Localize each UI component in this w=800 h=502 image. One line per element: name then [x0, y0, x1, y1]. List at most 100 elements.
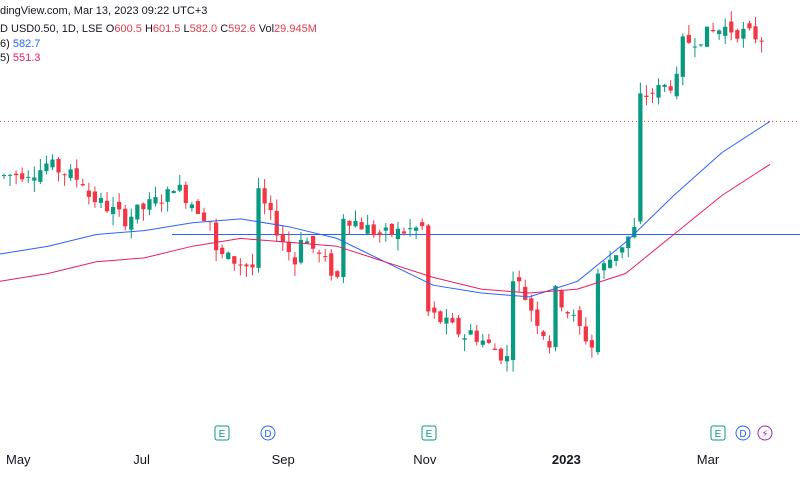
candle-body: [353, 220, 358, 227]
candle-body: [135, 204, 140, 220]
event-marker-e[interactable]: E: [214, 425, 230, 441]
volume-value: 29.945M: [274, 23, 317, 35]
open-value: 600.5: [114, 23, 142, 35]
ma-fast-label: 6): [0, 38, 10, 50]
candle-body: [662, 84, 667, 87]
candle-body: [517, 277, 522, 282]
candle-body: [680, 36, 685, 77]
candle-body: [123, 208, 128, 227]
candle-body: [1, 175, 7, 177]
symbol-ohlc-line: D USD0.50, 1D, LSE O600.5 H601.5 L582.0 …: [0, 23, 317, 36]
candle-body: [607, 259, 613, 268]
chart-source-line: dingView.com, Mar 13, 2023 09:22 UTC+3: [0, 5, 207, 18]
symbol-line-text: D USD0.50, 1D, LSE: [0, 23, 103, 35]
candle-body: [620, 247, 625, 253]
candle-body: [438, 311, 443, 323]
candle-body: [153, 197, 158, 204]
candle-body: [668, 86, 673, 91]
candle-body: [286, 241, 291, 253]
candle-body: [486, 339, 491, 343]
candle-body: [20, 173, 25, 180]
dividend-badge: [735, 425, 751, 441]
candle-body: [723, 26, 728, 36]
candle-body: [238, 264, 243, 266]
close-label: C: [220, 23, 229, 35]
candle-body: [244, 264, 249, 267]
candle-body: [420, 222, 425, 227]
candle-body: [504, 356, 510, 362]
x-axis-tick-label: Nov: [413, 452, 437, 467]
candle-body: [298, 239, 304, 263]
candle-body: [644, 95, 649, 97]
candle-body: [62, 174, 67, 176]
candle-body: [335, 271, 340, 277]
candle-body: [498, 348, 504, 361]
candle-body: [292, 257, 298, 265]
candle-body: [26, 176, 31, 178]
close-value: 592.6: [228, 23, 256, 35]
candle-body: [729, 21, 734, 33]
candle-body: [323, 256, 328, 258]
candle-body: [401, 231, 407, 234]
candle-body: [559, 290, 564, 308]
ma-slow-legend[interactable]: 5) 551.3: [0, 52, 40, 65]
earnings-badge-letter: E: [219, 429, 226, 440]
event-marker-d[interactable]: D: [735, 425, 751, 441]
candle-body: [304, 241, 310, 244]
candle-body: [14, 173, 19, 176]
high-label: H: [144, 23, 153, 35]
candles: [1, 11, 764, 372]
candle-body: [717, 30, 722, 35]
candle-body: [214, 222, 219, 251]
candle-body: [535, 309, 540, 326]
candle-body: [389, 223, 394, 235]
earnings-badge: [710, 425, 726, 441]
low-label: L: [183, 23, 190, 35]
candle-body: [741, 28, 746, 39]
event-marker-e[interactable]: E: [710, 425, 726, 441]
open-label: O: [105, 23, 115, 35]
event-marker-e[interactable]: E: [421, 425, 437, 441]
candle-body: [601, 263, 607, 271]
candle-body: [444, 317, 449, 324]
ma-fast-value: 582.7: [12, 38, 41, 50]
candle-body: [450, 318, 455, 323]
candle-body: [38, 170, 43, 182]
candle-body: [220, 247, 225, 255]
candle-body: [553, 286, 558, 348]
candle-body: [462, 338, 467, 340]
x-axis-tick-label: Sep: [272, 452, 295, 467]
candle-body: [614, 255, 619, 261]
candle-body: [565, 312, 570, 314]
candle-body: [262, 188, 267, 204]
high-value: 601.5: [152, 23, 181, 35]
horizontal-lines: [0, 120, 800, 235]
candle-body: [226, 252, 231, 260]
candle-body: [686, 34, 691, 43]
candle-body: [141, 203, 146, 210]
event-markers[interactable]: E D E E D ⚡: [214, 425, 773, 441]
earnings-badge-letter: E: [426, 429, 433, 440]
ma-fast-legend[interactable]: 6) 582.7: [0, 38, 40, 51]
candle-body: [7, 174, 13, 176]
candle-body: [468, 330, 473, 335]
candle-body: [56, 158, 61, 173]
candle-body: [577, 310, 582, 326]
candle-body: [183, 184, 188, 204]
x-axis-tick-label: May: [6, 452, 31, 467]
candle-body: [32, 177, 37, 181]
x-axis: May Jul Sep Nov 2023 Mar: [6, 452, 720, 467]
candle-body: [656, 85, 661, 98]
candle-body: [456, 317, 461, 335]
ma-slow-line: [0, 163, 771, 294]
candle-body: [280, 233, 285, 242]
candle-body: [698, 44, 704, 46]
event-marker-d[interactable]: D: [260, 425, 276, 441]
candle-body: [201, 212, 207, 221]
candle-body: [632, 226, 637, 238]
candle-body: [365, 224, 370, 234]
candle-body: [480, 340, 485, 345]
candle-body: [547, 341, 552, 348]
event-marker-split[interactable]: ⚡: [757, 425, 773, 441]
